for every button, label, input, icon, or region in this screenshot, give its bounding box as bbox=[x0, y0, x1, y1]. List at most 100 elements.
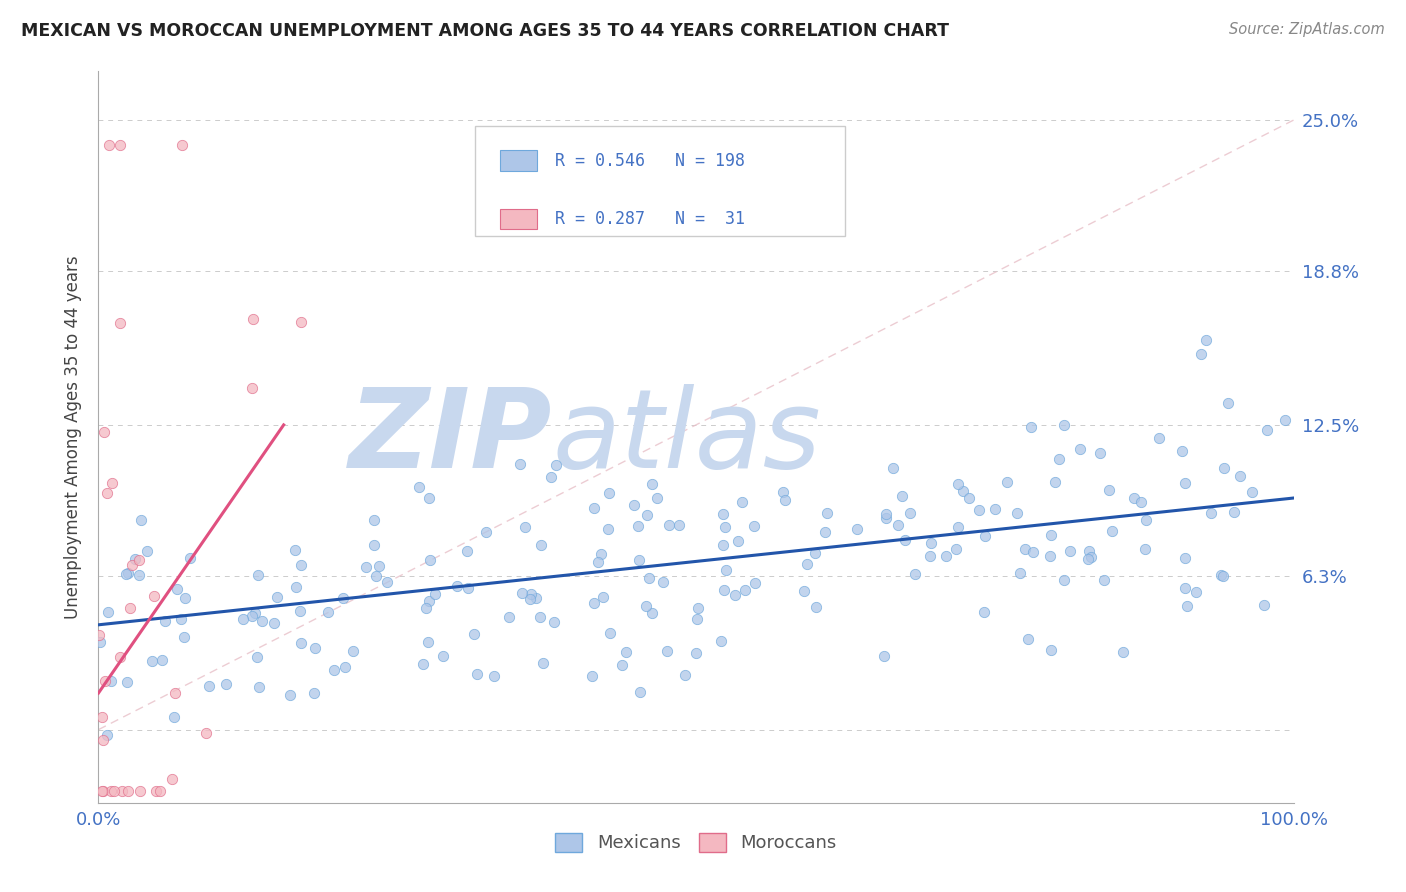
Point bbox=[1175, 599, 1198, 614]
Point bbox=[1077, 552, 1099, 566]
Point bbox=[1135, 513, 1157, 527]
Point bbox=[1195, 333, 1218, 347]
Point bbox=[586, 556, 609, 570]
Point bbox=[117, 783, 139, 797]
Point bbox=[1047, 452, 1070, 467]
Point bbox=[457, 582, 479, 596]
Point bbox=[415, 601, 437, 615]
FancyBboxPatch shape bbox=[501, 209, 537, 229]
Point bbox=[952, 483, 974, 498]
Point bbox=[612, 657, 634, 672]
Point bbox=[742, 518, 765, 533]
Point bbox=[363, 538, 385, 552]
Point bbox=[898, 506, 921, 520]
Point bbox=[1240, 485, 1263, 500]
Point bbox=[179, 550, 201, 565]
Point bbox=[96, 486, 118, 500]
Point bbox=[1017, 632, 1039, 647]
Point bbox=[793, 584, 815, 599]
Point bbox=[1005, 506, 1028, 520]
Point bbox=[685, 646, 707, 660]
Point bbox=[170, 612, 193, 626]
Point bbox=[623, 498, 645, 512]
Point bbox=[165, 686, 187, 700]
Point bbox=[744, 576, 766, 591]
Point bbox=[115, 567, 138, 582]
Point bbox=[969, 503, 991, 517]
Point bbox=[1223, 505, 1246, 519]
Point bbox=[543, 615, 565, 629]
Point bbox=[290, 636, 312, 650]
Point bbox=[1053, 573, 1076, 587]
Point bbox=[529, 610, 551, 624]
Point bbox=[1069, 442, 1091, 456]
Point bbox=[333, 660, 356, 674]
Point bbox=[1088, 446, 1111, 460]
Point bbox=[973, 605, 995, 619]
Point bbox=[875, 511, 897, 525]
Point bbox=[596, 522, 619, 536]
Point bbox=[887, 517, 910, 532]
Point bbox=[423, 587, 446, 601]
Point bbox=[432, 649, 454, 664]
Point bbox=[1274, 413, 1296, 427]
Point bbox=[242, 381, 264, 395]
Point bbox=[323, 663, 346, 677]
Point bbox=[599, 626, 621, 640]
Point bbox=[1216, 396, 1239, 410]
Point bbox=[266, 590, 288, 604]
Point bbox=[232, 612, 254, 626]
Point bbox=[519, 592, 541, 607]
Point bbox=[1014, 541, 1036, 556]
Point bbox=[1077, 543, 1099, 558]
Point bbox=[242, 311, 264, 326]
Point bbox=[284, 542, 307, 557]
Point bbox=[1043, 475, 1066, 489]
Point bbox=[903, 567, 925, 582]
Point bbox=[94, 673, 117, 688]
Point bbox=[163, 710, 186, 724]
Point bbox=[197, 680, 219, 694]
Point bbox=[142, 590, 165, 604]
Point bbox=[91, 710, 114, 724]
Point bbox=[141, 655, 163, 669]
Point bbox=[247, 681, 270, 695]
Point bbox=[814, 525, 837, 540]
Text: ZIP: ZIP bbox=[349, 384, 553, 491]
Point bbox=[920, 536, 942, 550]
Point bbox=[129, 783, 152, 797]
Point bbox=[128, 567, 150, 582]
Point bbox=[160, 772, 183, 786]
Point bbox=[1039, 642, 1062, 657]
Point bbox=[304, 641, 326, 656]
Point bbox=[1130, 495, 1153, 509]
Point bbox=[724, 588, 747, 602]
Point bbox=[946, 476, 969, 491]
Point bbox=[419, 553, 441, 567]
Point bbox=[1212, 569, 1234, 583]
Point bbox=[945, 542, 967, 557]
Point bbox=[173, 591, 195, 606]
Point bbox=[215, 677, 238, 691]
Point bbox=[124, 552, 146, 566]
Point bbox=[117, 566, 139, 580]
Point bbox=[96, 728, 118, 742]
Point bbox=[815, 506, 838, 520]
Y-axis label: Unemployment Among Ages 35 to 44 years: Unemployment Among Ages 35 to 44 years bbox=[63, 255, 82, 619]
Point bbox=[957, 491, 980, 505]
Point bbox=[775, 493, 797, 508]
Point bbox=[1174, 550, 1197, 565]
Point bbox=[110, 137, 132, 152]
Point bbox=[412, 657, 434, 671]
Point bbox=[711, 508, 734, 522]
Point bbox=[418, 635, 440, 649]
Point bbox=[173, 630, 195, 644]
Point bbox=[375, 574, 398, 589]
Point bbox=[533, 656, 555, 670]
Point bbox=[288, 604, 311, 618]
Text: R = 0.546   N = 198: R = 0.546 N = 198 bbox=[555, 152, 745, 169]
Point bbox=[641, 607, 664, 621]
Point bbox=[363, 512, 385, 526]
Point bbox=[1213, 461, 1236, 475]
Point bbox=[1059, 543, 1081, 558]
